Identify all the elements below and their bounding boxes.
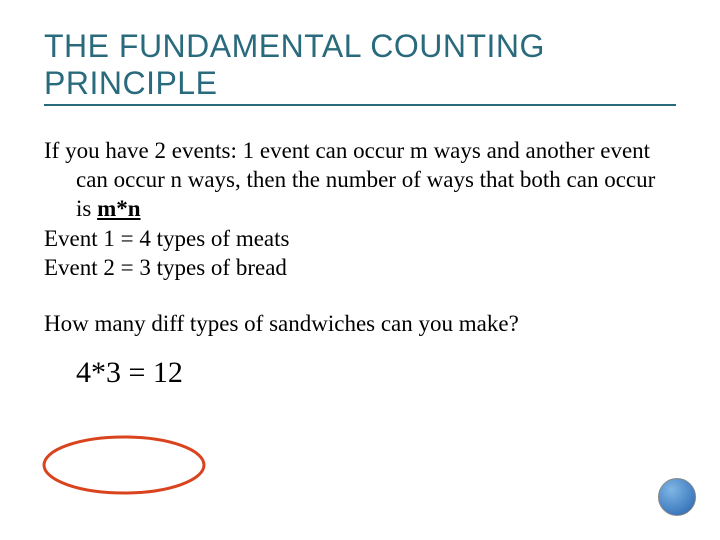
decorative-sphere-icon xyxy=(658,478,696,516)
slide-title: THE FUNDAMENTAL COUNTING PRINCIPLE xyxy=(44,28,676,106)
mn-formula: m*n xyxy=(97,196,140,221)
slide-container: THE FUNDAMENTAL COUNTING PRINCIPLE If yo… xyxy=(0,0,720,540)
event1-line: Event 1 = 4 types of meats xyxy=(44,224,676,253)
red-ellipse xyxy=(44,437,204,493)
answer-circle-annotation xyxy=(34,430,214,500)
answer-line: 4*3 = 12 xyxy=(44,356,676,390)
event2-line: Event 2 = 3 types of bread xyxy=(44,253,676,282)
spacer xyxy=(44,283,676,309)
definition-paragraph: If you have 2 events: 1 event can occur … xyxy=(44,136,676,224)
question-line: How many diff types of sandwiches can yo… xyxy=(44,309,676,338)
body-content: If you have 2 events: 1 event can occur … xyxy=(44,136,676,339)
